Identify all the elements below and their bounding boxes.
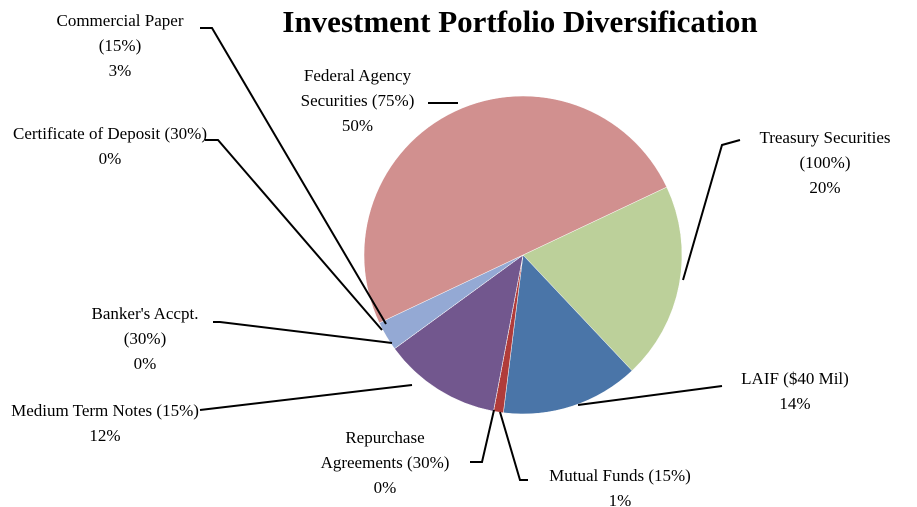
slice-label: Mutual Funds (15%) xyxy=(549,466,691,485)
data-label: Federal Agency Securities (75%) 50% xyxy=(290,63,425,138)
slice-label: Medium Term Notes (15%) xyxy=(11,401,199,420)
value-label: 0% xyxy=(98,149,122,168)
data-label: Certificate of Deposit (30%) 0% xyxy=(10,121,210,171)
leader-line xyxy=(200,27,387,325)
data-label: Commercial Paper (15%) 3% xyxy=(45,8,195,83)
pie-slice xyxy=(503,254,633,415)
slice-label: Treasury Securities (100%) xyxy=(759,128,891,172)
slice-label: Commercial Paper (15%) xyxy=(56,11,184,55)
slice-label: LAIF ($40 Mil) xyxy=(741,369,849,388)
data-label: Mutual Funds (15%) 1% xyxy=(530,463,710,507)
value-label: 50% xyxy=(341,116,374,135)
slice-label: Banker's Accpt. (30%) xyxy=(91,304,199,348)
leader-line xyxy=(577,385,723,406)
value-label: 14% xyxy=(779,394,811,413)
leader-line xyxy=(199,384,413,411)
value-label: 12% xyxy=(89,426,121,445)
data-label: Repurchase Agreements (30%) 0% xyxy=(310,425,460,500)
leader-line xyxy=(205,139,383,331)
pie-slice xyxy=(363,95,668,324)
data-label: LAIF ($40 Mil) 14% xyxy=(715,366,875,416)
value-label: 1% xyxy=(608,491,632,507)
data-label: Medium Term Notes (15%) 12% xyxy=(10,398,200,448)
chart-title: Investment Portfolio Diversification xyxy=(282,4,758,39)
pie-slice xyxy=(522,186,683,372)
slice-label: Federal Agency Securities (75%) xyxy=(300,66,415,110)
leader-line xyxy=(682,139,741,281)
data-label: Banker's Accpt. (30%) 0% xyxy=(80,301,210,376)
leader-line xyxy=(213,321,393,344)
value-label: 3% xyxy=(108,61,132,80)
value-label: 20% xyxy=(809,178,841,197)
value-label: 0% xyxy=(373,478,397,497)
pie-slice xyxy=(394,254,524,412)
leader-line xyxy=(470,409,495,463)
data-label: Treasury Securities (100%) 20% xyxy=(745,125,905,200)
slice-label: Certificate of Deposit (30%) xyxy=(12,124,207,143)
value-label: 0% xyxy=(133,354,157,373)
slice-label: Repurchase Agreements (30%) xyxy=(320,428,450,472)
leader-line xyxy=(499,411,528,481)
